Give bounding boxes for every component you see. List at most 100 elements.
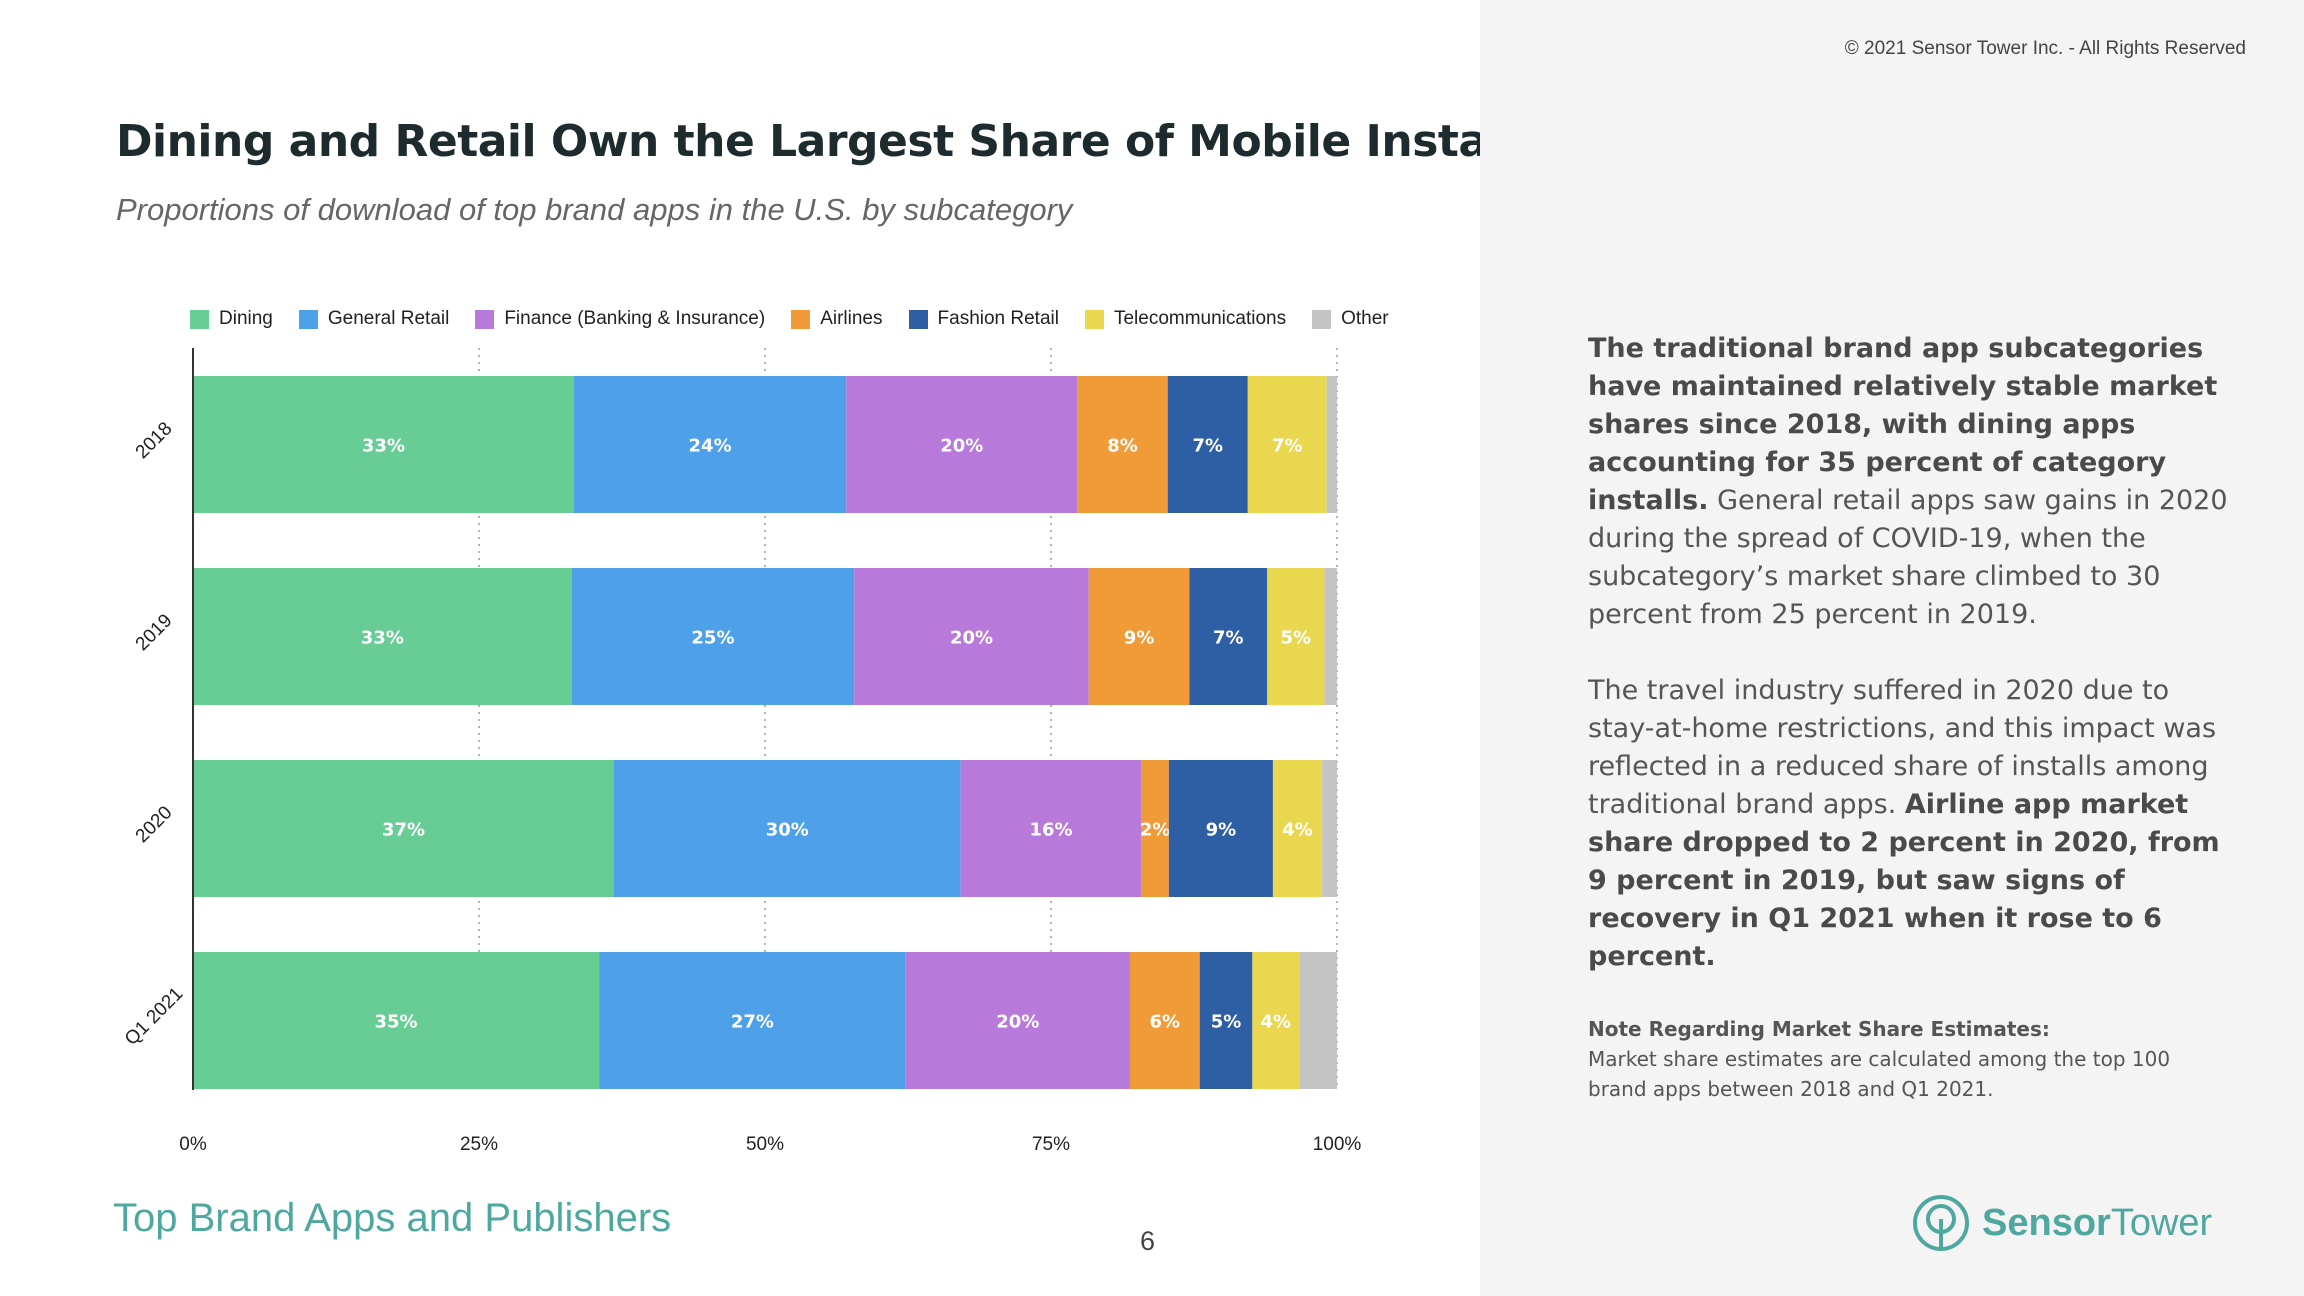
commentary-body-2: The travel industry suffered in 2020 due… [1588, 675, 2217, 820]
note-title: Note Regarding Market Share Estimates: [1588, 1017, 2050, 1041]
legend-label: Fashion Retail [937, 308, 1059, 329]
bar-segment [846, 376, 1078, 513]
legend-swatch [298, 309, 318, 329]
sensor-tower-logo: SensorTower [1912, 1194, 2212, 1252]
commentary-panel: © 2021 Sensor Tower Inc. - All Rights Re… [1480, 0, 2304, 1296]
category-label: 2020 [132, 802, 177, 847]
bar-label: 8% [1107, 436, 1138, 457]
market-share-note: Note Regarding Market Share Estimates: M… [1588, 1014, 2228, 1104]
category-label: Q1 2021 [121, 983, 187, 1049]
bar-segment [1077, 376, 1168, 513]
bar-segment [1141, 760, 1169, 897]
bar-label: 16% [1029, 820, 1072, 841]
bar-segment [1322, 760, 1337, 897]
legend-swatch [908, 309, 928, 329]
category-label: 2018 [132, 418, 177, 463]
legend-item-3: Airlines [791, 308, 883, 330]
bar-label: 9% [1206, 820, 1237, 841]
legend-item-1: General Retail [298, 308, 450, 330]
legend-swatch [1084, 309, 1104, 329]
bar-label: 9% [1124, 628, 1155, 649]
bar-segment [1168, 760, 1273, 897]
x-tick-label: 100% [1313, 1134, 1362, 1155]
commentary-text: The traditional brand app subcategories … [1588, 330, 2228, 1014]
bar-label: 7% [1213, 628, 1244, 649]
logo-wordmark: SensorTower [1982, 1202, 2212, 1245]
legend-label: Other [1341, 308, 1389, 329]
commentary-highlight-2: Airline app market share dropped to 2 pe… [1588, 789, 2220, 972]
legend-item-6: Other [1312, 308, 1389, 330]
commentary-paragraph-1: The traditional brand app subcategories … [1588, 330, 2228, 634]
bar-segment [960, 760, 1142, 897]
x-tick-label: 75% [1032, 1134, 1070, 1155]
page-title: Dining and Retail Own the Largest Share … [116, 116, 1543, 167]
page-number: 6 [1140, 1226, 1156, 1256]
bar-segment [613, 760, 961, 897]
category-label: 2019 [132, 610, 177, 655]
x-tick-label: 50% [746, 1134, 784, 1155]
bar-segment [1189, 568, 1268, 705]
legend-label: Dining [219, 308, 273, 329]
section-title: Top Brand Apps and Publishers [113, 1196, 672, 1240]
legend-item-2: Finance (Banking & Insurance) [475, 308, 765, 330]
copyright-text: © 2021 Sensor Tower Inc. - All Rights Re… [1844, 38, 2246, 59]
logo-word-bold: Sensor [1982, 1201, 2111, 1244]
bar-segment [1267, 568, 1325, 705]
stacked-bar-chart: 33% 24% 20% 8% 7% 7% 2018 33% 25% 20% 9% 7% 5% 2019 37… [121, 348, 1362, 1155]
bar-segment [599, 952, 906, 1089]
bar-label: 37% [382, 820, 425, 841]
bar-label: 20% [940, 436, 983, 457]
legend-swatch [791, 309, 811, 329]
page-subtitle: Proportions of download of top brand app… [116, 192, 1073, 227]
x-tick-label: 0% [179, 1134, 207, 1155]
legend-item-0: Dining [190, 308, 273, 330]
bar-segment [1252, 952, 1300, 1089]
logo-word-light: Tower [2110, 1201, 2213, 1244]
bar-segment [1199, 952, 1253, 1089]
legend-label: General Retail [327, 308, 450, 329]
bar-label: 33% [362, 436, 405, 457]
bar-label: 6% [1150, 1012, 1181, 1033]
legend-label: Telecommunications [1113, 308, 1287, 329]
bar-segment [1326, 376, 1337, 513]
bar-segment [193, 760, 614, 897]
bar-segment [193, 376, 574, 513]
bar-segment [1088, 568, 1190, 705]
bar-label: 7% [1192, 436, 1223, 457]
bar-segment [571, 568, 855, 705]
legend-swatch [1312, 309, 1332, 329]
chart-legend: Dining General Retail Finance (Banking & I… [190, 308, 1415, 330]
legend-swatch [475, 309, 495, 329]
bar-segment [1324, 568, 1337, 705]
commentary-paragraph-2: The travel industry suffered in 2020 due… [1588, 672, 2228, 976]
bar-label: 33% [361, 628, 404, 649]
bar-segment [1247, 376, 1327, 513]
legend-item-5: Telecommunications [1084, 308, 1287, 330]
note-text: Market share estimates are calculated am… [1588, 1047, 2171, 1101]
bar-label: 4% [1261, 1012, 1292, 1033]
bar-label: 4% [1282, 820, 1313, 841]
bar-segment [1167, 376, 1248, 513]
bar-segment [1129, 952, 1200, 1089]
bar-segment [1299, 952, 1337, 1089]
bar-segment [573, 376, 847, 513]
x-tick-label: 25% [460, 1134, 498, 1155]
bar-label: 25% [691, 628, 734, 649]
bar-label: 20% [996, 1012, 1039, 1033]
commentary-body-1: General retail apps saw gains in 2020 du… [1588, 485, 2228, 630]
bar-label: 5% [1211, 1012, 1242, 1033]
bar-label: 27% [731, 1012, 774, 1033]
bar-label: 35% [375, 1012, 418, 1033]
legend-swatch [190, 309, 209, 329]
bar-label: 2% [1140, 820, 1171, 841]
bar-segment [905, 952, 1130, 1089]
bar-label: 5% [1281, 628, 1312, 649]
bar-segment [854, 568, 1089, 705]
sensor-tower-logo-icon [1913, 1195, 1969, 1251]
bar-label: 30% [766, 820, 809, 841]
bar-segment [1272, 760, 1323, 897]
bar-label: 20% [950, 628, 993, 649]
chart-panel: Dining and Retail Own the Largest Share … [113, 116, 1543, 1256]
bar-segment [193, 952, 600, 1089]
bar-segment [193, 568, 572, 705]
